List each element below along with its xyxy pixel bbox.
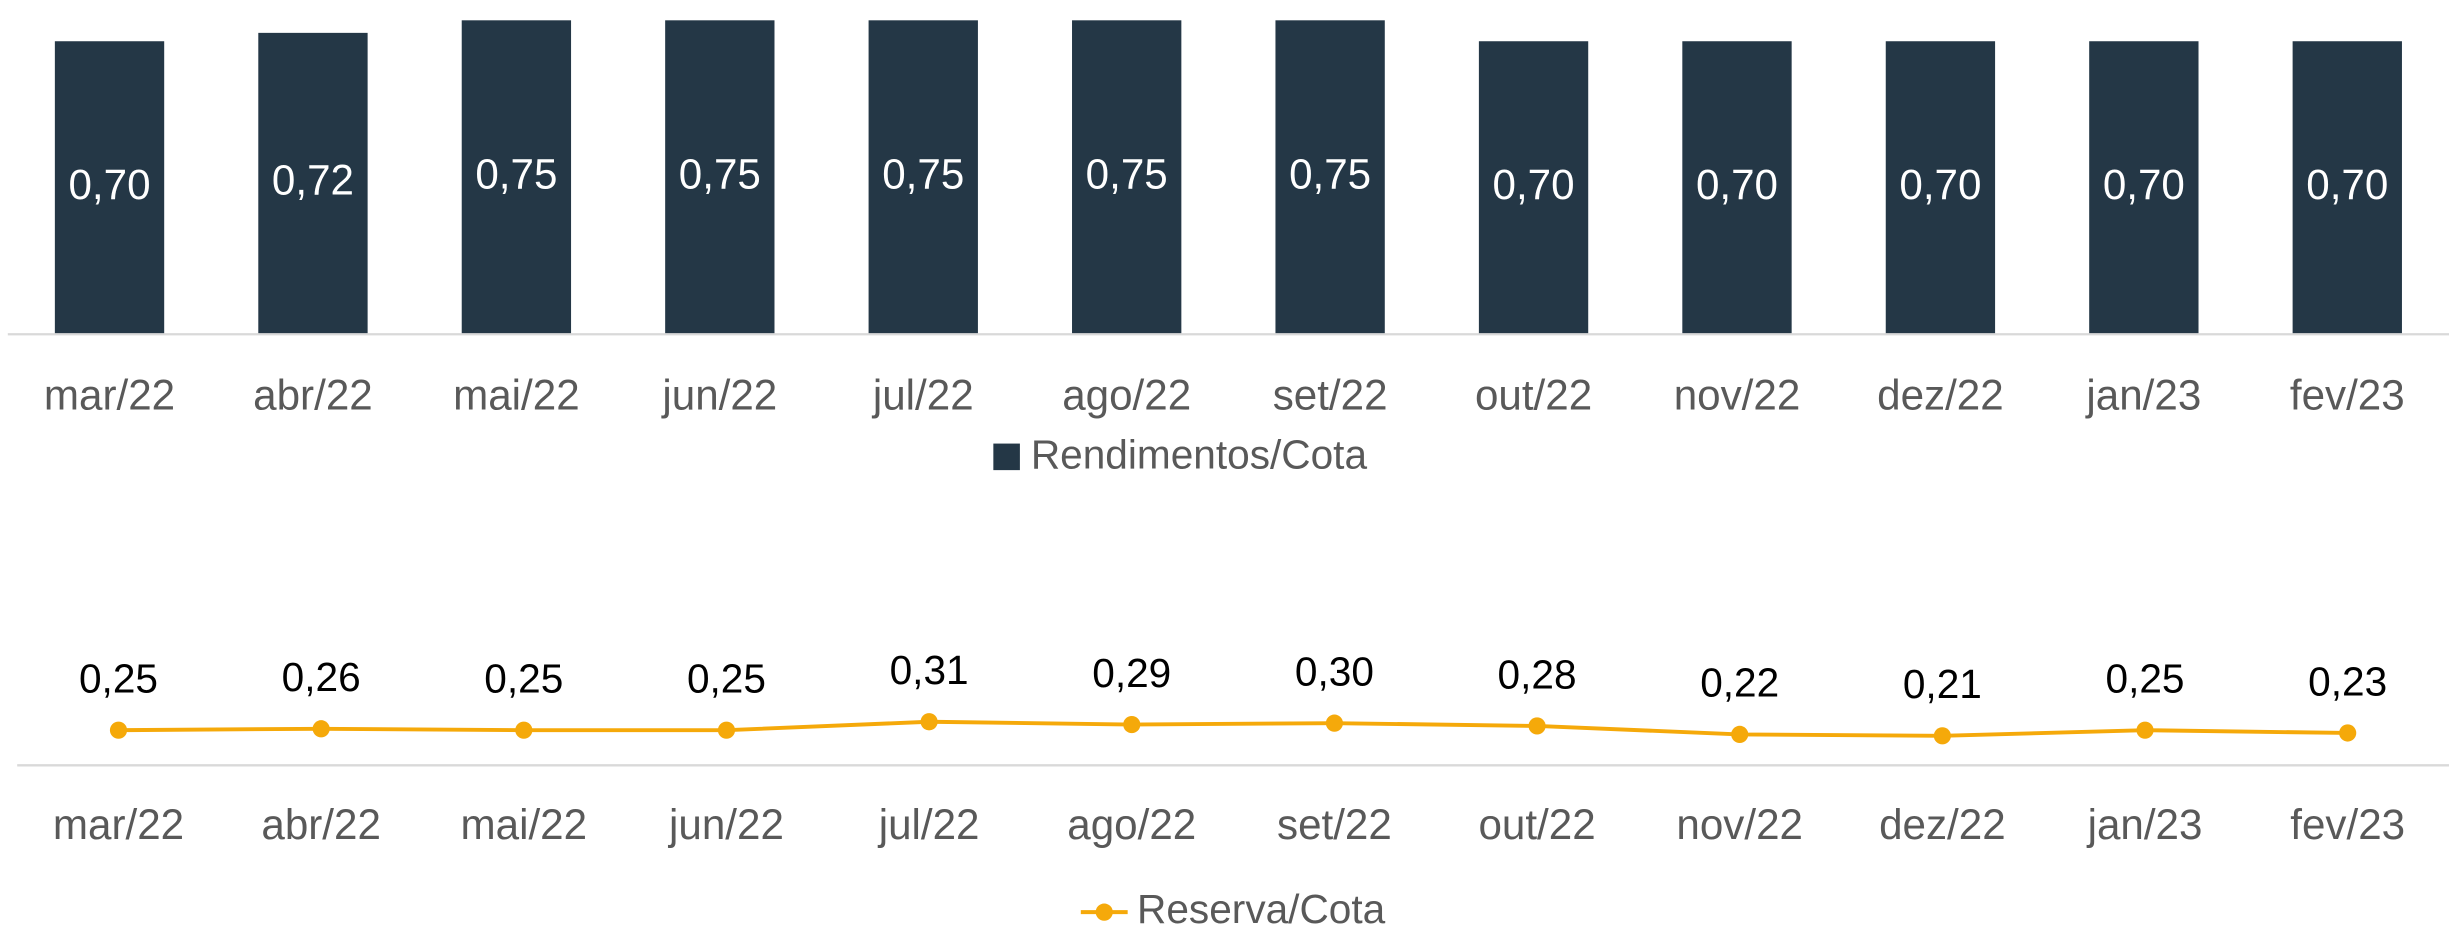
marker xyxy=(1933,727,1951,745)
marker xyxy=(1123,715,1141,734)
marker xyxy=(312,720,330,738)
bar xyxy=(54,41,165,335)
line xyxy=(118,719,2348,738)
x-tick-label: ago/22 xyxy=(1067,801,1196,848)
bar xyxy=(1072,20,1182,335)
legend-label: Rendimentos/Cota xyxy=(1031,431,1368,477)
marker xyxy=(1528,717,1546,735)
data-label: 0,22 xyxy=(1700,660,1779,706)
x-tick-label: jun/22 xyxy=(660,371,777,418)
data-label: 0,70 xyxy=(1899,161,1981,208)
data-label: 0,70 xyxy=(2306,161,2388,208)
data-label: 0,75 xyxy=(1086,150,1168,197)
x-tick-label: out/22 xyxy=(1478,801,1595,848)
marker xyxy=(717,721,736,739)
legend-label: Reserva/Cota xyxy=(1137,886,1386,932)
bar xyxy=(258,32,368,335)
x-tick-label: jul/22 xyxy=(877,801,980,848)
x-tick-label: mai/22 xyxy=(453,371,580,418)
bar xyxy=(2089,41,2199,335)
data-label: 0,25 xyxy=(687,655,766,701)
bar xyxy=(1885,41,1996,335)
marker xyxy=(515,721,533,739)
data-label: 0,75 xyxy=(882,150,964,197)
data-label: 0,21 xyxy=(1903,661,1982,707)
data-label: 0,75 xyxy=(679,150,761,197)
marker xyxy=(2136,721,2154,739)
bar xyxy=(461,20,572,335)
bar xyxy=(1478,41,1589,335)
data-label: 0,70 xyxy=(1696,161,1778,208)
x-tick-label: out/22 xyxy=(1475,371,1592,418)
marker xyxy=(920,713,938,731)
marker xyxy=(2339,724,2357,742)
x-tick-label: abr/22 xyxy=(253,371,373,418)
x-tick-label: fev/23 xyxy=(2290,801,2405,848)
x-tick-label: nov/22 xyxy=(1676,801,1803,848)
x-tick-label: set/22 xyxy=(1273,371,1388,418)
bar xyxy=(1275,20,1385,335)
data-label: 0,28 xyxy=(1498,651,1577,697)
x-tick-label: mar/22 xyxy=(53,801,184,848)
x-tick-label: mar/22 xyxy=(44,371,175,418)
marker xyxy=(1325,714,1344,732)
data-label: 0,23 xyxy=(2308,658,2387,704)
x-tick-label: jun/22 xyxy=(667,801,784,848)
data-label: 0,31 xyxy=(890,647,969,693)
data-label: 0,72 xyxy=(272,157,354,204)
data-label: 0,26 xyxy=(282,654,361,700)
data-label: 0,29 xyxy=(1092,650,1171,696)
x-tick-label: mai/22 xyxy=(461,801,588,848)
data-label: 0,70 xyxy=(1493,161,1575,208)
marker xyxy=(109,721,128,739)
x-tick-label: jan/23 xyxy=(2086,801,2203,848)
data-label: 0,30 xyxy=(1295,648,1374,694)
marker xyxy=(1731,725,1749,743)
data-label: 0,70 xyxy=(2103,161,2185,208)
legend-swatch xyxy=(993,443,1020,471)
x-tick-label: set/22 xyxy=(1277,801,1392,848)
legend-marker xyxy=(1095,903,1113,921)
data-label: 0,25 xyxy=(2106,655,2185,701)
bar xyxy=(665,20,775,335)
bar xyxy=(1682,41,1792,335)
data-label: 0,25 xyxy=(484,655,563,701)
x-tick-label: jan/23 xyxy=(2084,371,2201,418)
bar xyxy=(2292,41,2402,335)
x-tick-label: dez/22 xyxy=(1877,371,2004,418)
x-tick-label: nov/22 xyxy=(1674,371,1801,418)
x-tick-label: dez/22 xyxy=(1879,801,2006,848)
data-label: 0,75 xyxy=(1289,150,1371,197)
data-label: 0,70 xyxy=(68,161,150,208)
data-label: 0,75 xyxy=(475,150,557,197)
bar xyxy=(868,20,978,335)
x-tick-label: jul/22 xyxy=(871,371,974,418)
x-tick-label: ago/22 xyxy=(1062,371,1191,418)
x-tick-label: abr/22 xyxy=(261,801,381,848)
x-tick-label: fev/23 xyxy=(2290,371,2405,418)
data-label: 0,25 xyxy=(79,655,158,701)
